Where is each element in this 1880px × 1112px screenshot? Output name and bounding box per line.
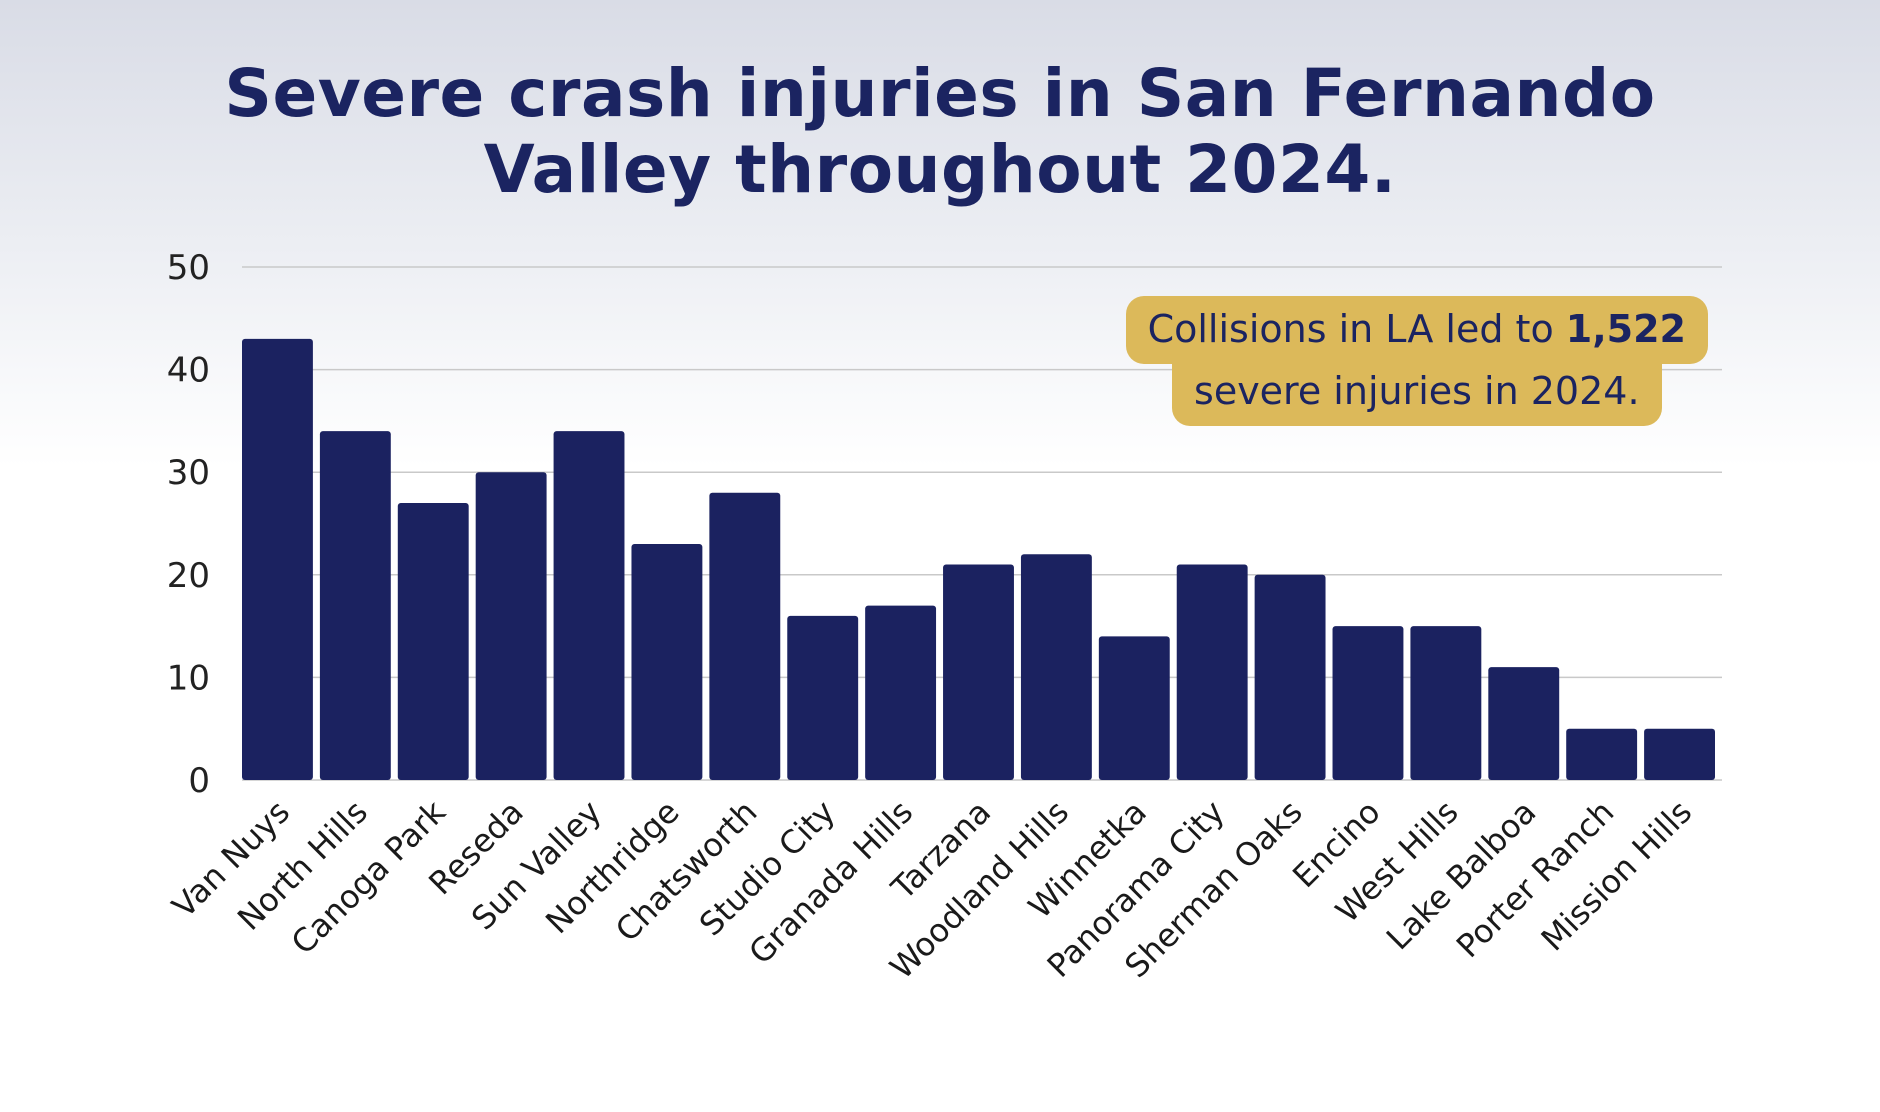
bar-lake-balboa bbox=[1488, 667, 1560, 780]
bar-sun-valley bbox=[553, 431, 625, 780]
bar-west-hills bbox=[1410, 626, 1482, 780]
chart-title: Severe crash injuries in San Fernando Va… bbox=[0, 56, 1880, 208]
bar-tarzana bbox=[943, 564, 1014, 780]
y-axis-ticks: 0 10 20 30 40 50 bbox=[167, 248, 210, 801]
y-tick-label: 40 bbox=[167, 351, 210, 391]
callout-line-1: Collisions in LA led to 1,522 bbox=[1125, 296, 1708, 364]
bar-sherman-oaks bbox=[1254, 574, 1326, 780]
callout-text-prefix: Collisions in LA led to bbox=[1147, 307, 1566, 351]
bar-mission-hills bbox=[1644, 728, 1715, 780]
bar-studio-city bbox=[787, 615, 859, 780]
bar-woodland-hills bbox=[1020, 554, 1092, 780]
bar-winnetka bbox=[1098, 636, 1170, 780]
y-tick-label: 0 bbox=[188, 761, 210, 801]
bar-panorama-city bbox=[1176, 564, 1248, 780]
y-tick-label: 10 bbox=[167, 658, 210, 698]
chart-title-line-1: Severe crash injuries in San Fernando bbox=[224, 55, 1656, 132]
bar-chatsworth bbox=[709, 492, 781, 780]
bar-encino bbox=[1332, 626, 1404, 780]
chart-title-line-2: Valley throughout 2024. bbox=[483, 131, 1397, 208]
bars bbox=[242, 338, 1715, 780]
y-tick-label: 20 bbox=[167, 556, 210, 596]
y-tick-label: 50 bbox=[167, 248, 210, 288]
bar-granada-hills bbox=[865, 605, 937, 780]
bar-canoga-park bbox=[397, 502, 469, 780]
bar-northridge bbox=[631, 544, 703, 780]
bar-van-nuys bbox=[242, 338, 313, 780]
bar-north-hills bbox=[319, 431, 391, 780]
callout-box: Collisions in LA led to 1,522 severe inj… bbox=[1125, 296, 1708, 426]
bar-porter-ranch bbox=[1566, 728, 1638, 780]
callout-line-2: severe injuries in 2024. bbox=[1172, 358, 1662, 426]
y-tick-label: 30 bbox=[167, 453, 210, 493]
bar-reseda bbox=[475, 472, 547, 780]
callout-total: 1,522 bbox=[1565, 307, 1686, 351]
